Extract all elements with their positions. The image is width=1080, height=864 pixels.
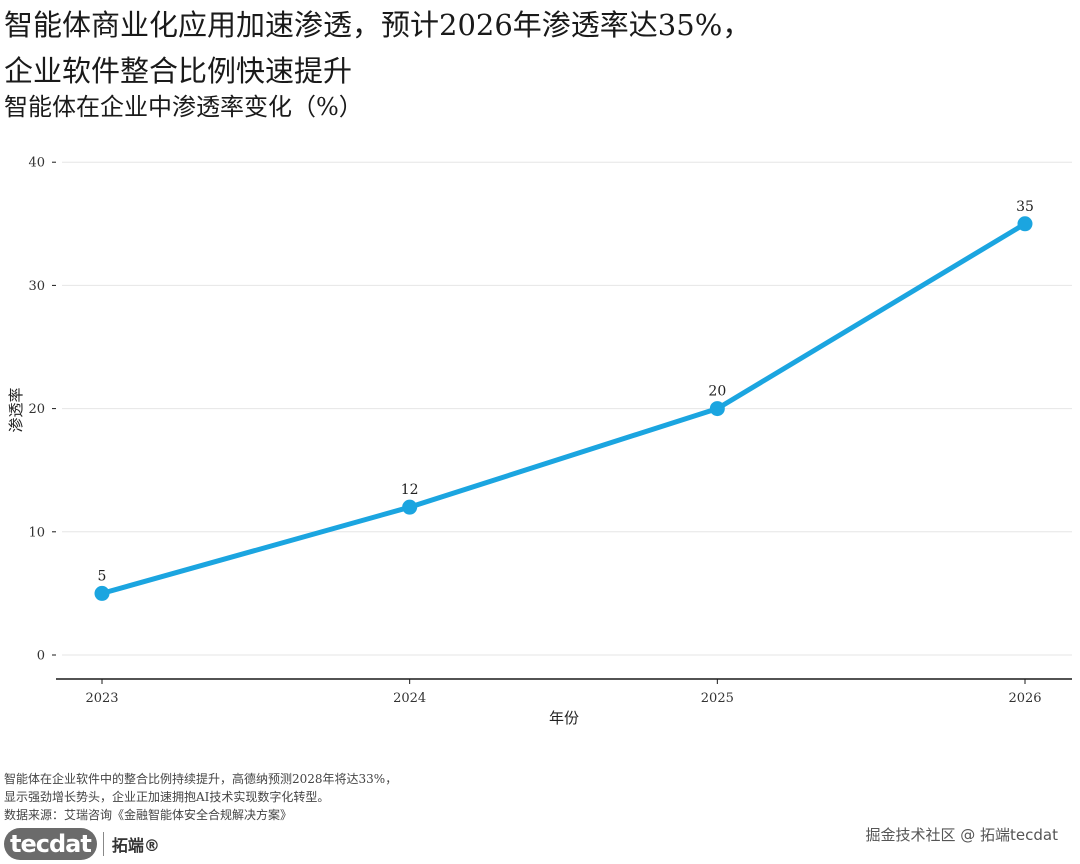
- y-tick-label: 10: [28, 525, 45, 540]
- note-line-2: 显示强劲增长势头，企业正加速拥抱AI技术实现数字化转型。: [4, 790, 330, 804]
- series-line: [99, 221, 1028, 596]
- data-label: 12: [401, 482, 419, 498]
- x-tick-label: 2023: [85, 691, 118, 706]
- logo-badge: tecdat: [4, 828, 97, 860]
- chart-title: 智能体商业化应用加速渗透，预计2026年渗透率达35%， 企业软件整合比例快速提…: [4, 2, 1074, 94]
- x-tick-label: 2025: [701, 691, 734, 706]
- logo-divider: [102, 832, 104, 856]
- x-axis-title: 年份: [549, 709, 579, 727]
- note-line-1: 智能体在企业软件中的整合比例持续提升，高德纳预测2028年将达33%，: [4, 772, 398, 786]
- x-tick-label: 2026: [1008, 691, 1041, 706]
- x-tick-label: 2024: [393, 691, 426, 706]
- y-tick-label: 40: [28, 156, 45, 171]
- watermark: 掘金技术社区 @ 拓端tecdat: [865, 826, 1059, 844]
- brand-logo: tecdat 拓端®: [4, 828, 160, 860]
- y-axis-title: 渗透率: [7, 387, 25, 432]
- chart-subtitle: 智能体在企业中渗透率变化（%）: [4, 93, 363, 121]
- data-label: 5: [98, 568, 107, 584]
- line-chart: 0 10 20 30 40 2023 2024 2025 2026 年份 渗透率 5 12 20 35: [7, 156, 1072, 727]
- chart-title-line-2: 企业软件整合比例快速提升: [4, 54, 353, 88]
- chart-title-line-1: 智能体商业化应用加速渗透，预计2026年渗透率达35%，: [4, 8, 752, 42]
- data-point: [1017, 216, 1033, 232]
- data-source: 数据来源：艾瑞咨询《金融智能体安全合规解决方案》: [4, 808, 293, 822]
- chart-notes: 智能体在企业软件中的整合比例持续提升，高德纳预测2028年将达33%， 显示强劲…: [4, 770, 397, 824]
- data-point: [709, 401, 725, 417]
- y-tick-label: 0: [37, 649, 45, 664]
- logo-name: 拓端®: [111, 836, 160, 855]
- data-point: [94, 585, 110, 601]
- y-tick-label: 20: [28, 402, 45, 417]
- data-point: [402, 499, 418, 515]
- data-label: 35: [1016, 199, 1034, 215]
- data-label: 20: [708, 384, 726, 400]
- y-tick-label: 30: [28, 279, 45, 294]
